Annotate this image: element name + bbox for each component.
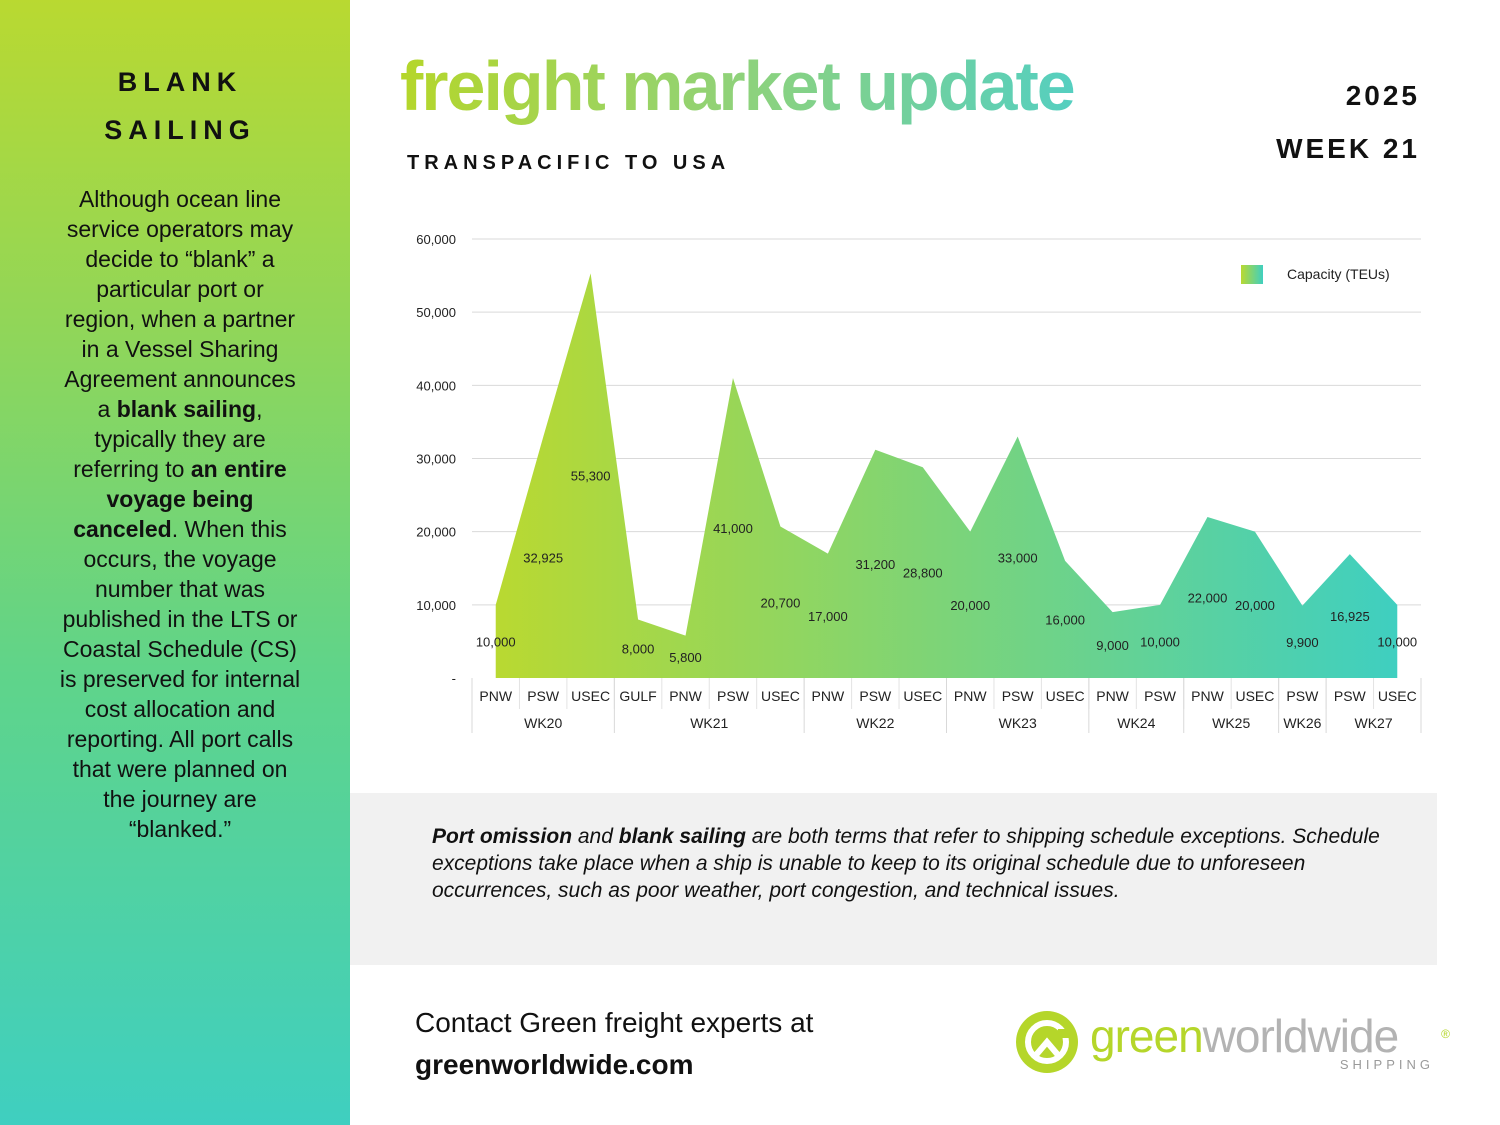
- data-label: 31,200: [855, 557, 895, 572]
- data-label: 33,000: [998, 550, 1038, 565]
- data-label: 20,700: [761, 595, 801, 610]
- x-group-label: WK23: [999, 715, 1037, 731]
- x-group-label: WK21: [690, 715, 728, 731]
- x-group-label: WK24: [1117, 715, 1155, 731]
- x-group-label: WK25: [1212, 715, 1250, 731]
- data-label: 22,000: [1188, 591, 1228, 606]
- sidebar-body-segment: blank sailing: [116, 396, 257, 422]
- sidebar-body-segment: an entire voyage being canceled: [73, 456, 287, 542]
- logo-mark-icon: [1016, 1011, 1078, 1073]
- page-title: freight market update: [400, 47, 1076, 125]
- data-label: 41,000: [713, 521, 753, 536]
- note-box: Port omission and blank sailing are both…: [350, 793, 1437, 965]
- sidebar-body-segment: , typically they are referring to: [73, 396, 266, 482]
- x-category-label: PNW: [479, 688, 512, 704]
- x-category-label: PSW: [1144, 688, 1177, 704]
- y-tick-label: 40,000: [416, 378, 456, 393]
- note-text: Port omission and blank sailing are both…: [432, 823, 1382, 904]
- y-tick-label: -: [452, 671, 456, 686]
- y-tick-label: 60,000: [416, 232, 456, 247]
- data-label: 10,000: [1140, 634, 1180, 649]
- data-label: 20,000: [950, 598, 990, 613]
- logo-registered-mark: ®: [1441, 1027, 1450, 1041]
- x-category-label: PNW: [1191, 688, 1224, 704]
- sidebar-body-segment: . When this occurs, the voyage number th…: [59, 516, 301, 842]
- data-label: 9,900: [1286, 635, 1319, 650]
- x-category-label: USEC: [571, 688, 610, 704]
- note-segment: and: [572, 825, 619, 848]
- legend-label: Capacity (TEUs): [1287, 266, 1390, 282]
- sidebar-title-line2: SAILING: [104, 115, 256, 145]
- page-subtitle: TRANSPACIFIC TO USA: [407, 152, 731, 174]
- x-group-label: WK20: [524, 715, 562, 731]
- report-year: 2025: [1345, 80, 1420, 111]
- legend-swatch: [1241, 265, 1263, 284]
- x-category-label: PSW: [717, 688, 750, 704]
- logo-part-worldwide: worldwide: [1202, 1010, 1400, 1062]
- sidebar-title-line1: BLANK: [117, 67, 243, 97]
- x-category-label: PNW: [954, 688, 987, 704]
- logo-tagline: SHIPPING: [1339, 1057, 1434, 1072]
- x-category-label: USEC: [761, 688, 800, 704]
- note-segment: Port omission: [432, 825, 573, 848]
- contact-block: Contact Green freight experts at greenwo…: [415, 1002, 813, 1086]
- x-category-label: PSW: [1286, 688, 1319, 704]
- sidebar: BLANK SAILING Although ocean line servic…: [0, 0, 350, 1125]
- contact-line: Contact Green freight experts at: [415, 1007, 814, 1038]
- note-segment: blank sailing: [618, 825, 746, 848]
- data-label: 55,300: [571, 469, 611, 484]
- data-label: 32,925: [523, 551, 563, 566]
- data-label: 10,000: [476, 634, 516, 649]
- x-category-label: USEC: [1235, 688, 1274, 704]
- capacity-area-chart: - 10,000 20,000 30,000 40,000 50,000 60,000 10,…: [416, 232, 1422, 733]
- x-category-label: USEC: [1046, 688, 1085, 704]
- data-label: 17,000: [808, 609, 848, 624]
- data-label: 16,925: [1330, 609, 1370, 624]
- x-category-label: PSW: [1334, 688, 1367, 704]
- x-category-label: USEC: [1378, 688, 1417, 704]
- x-category-label: PNW: [669, 688, 702, 704]
- y-tick-label: 20,000: [416, 525, 456, 540]
- x-category-label: PSW: [1002, 688, 1035, 704]
- x-category-label: PNW: [1096, 688, 1129, 704]
- data-label: 5,800: [669, 650, 702, 665]
- x-category-label: GULF: [619, 688, 656, 704]
- company-logo: greenworldwide ® SHIPPING: [1012, 1005, 1452, 1080]
- x-group-label: WK27: [1354, 715, 1392, 731]
- x-category-label: PSW: [859, 688, 892, 704]
- data-label: 10,000: [1377, 634, 1417, 649]
- logo-wordmark: greenworldwide: [1090, 1009, 1400, 1063]
- note-segment: are both terms that refer to shipping sc…: [432, 825, 1380, 902]
- contact-url-link[interactable]: greenworldwide.com: [415, 1049, 694, 1080]
- x-category-label: USEC: [903, 688, 942, 704]
- y-tick-label: 30,000: [416, 452, 456, 467]
- x-group-label: WK26: [1283, 715, 1321, 731]
- x-category-label: PSW: [527, 688, 560, 704]
- data-label: 28,800: [903, 566, 943, 581]
- sidebar-body-text: Although ocean line service operators ma…: [58, 184, 302, 844]
- x-group-label: WK22: [856, 715, 894, 731]
- report-week: WEEK 21: [1276, 133, 1420, 164]
- y-tick-label: 50,000: [416, 305, 456, 320]
- logo-part-green: green: [1090, 1010, 1204, 1062]
- data-label: 8,000: [622, 642, 655, 657]
- capacity-area-series: [495, 273, 1398, 678]
- x-category-label: PNW: [812, 688, 845, 704]
- y-tick-label: 10,000: [416, 598, 456, 613]
- sidebar-title: BLANK SAILING: [0, 58, 360, 154]
- data-label: 20,000: [1235, 598, 1275, 613]
- sidebar-body-segment: Although ocean line service operators ma…: [64, 186, 296, 422]
- data-label: 9,000: [1096, 638, 1129, 653]
- data-label: 16,000: [1045, 612, 1085, 627]
